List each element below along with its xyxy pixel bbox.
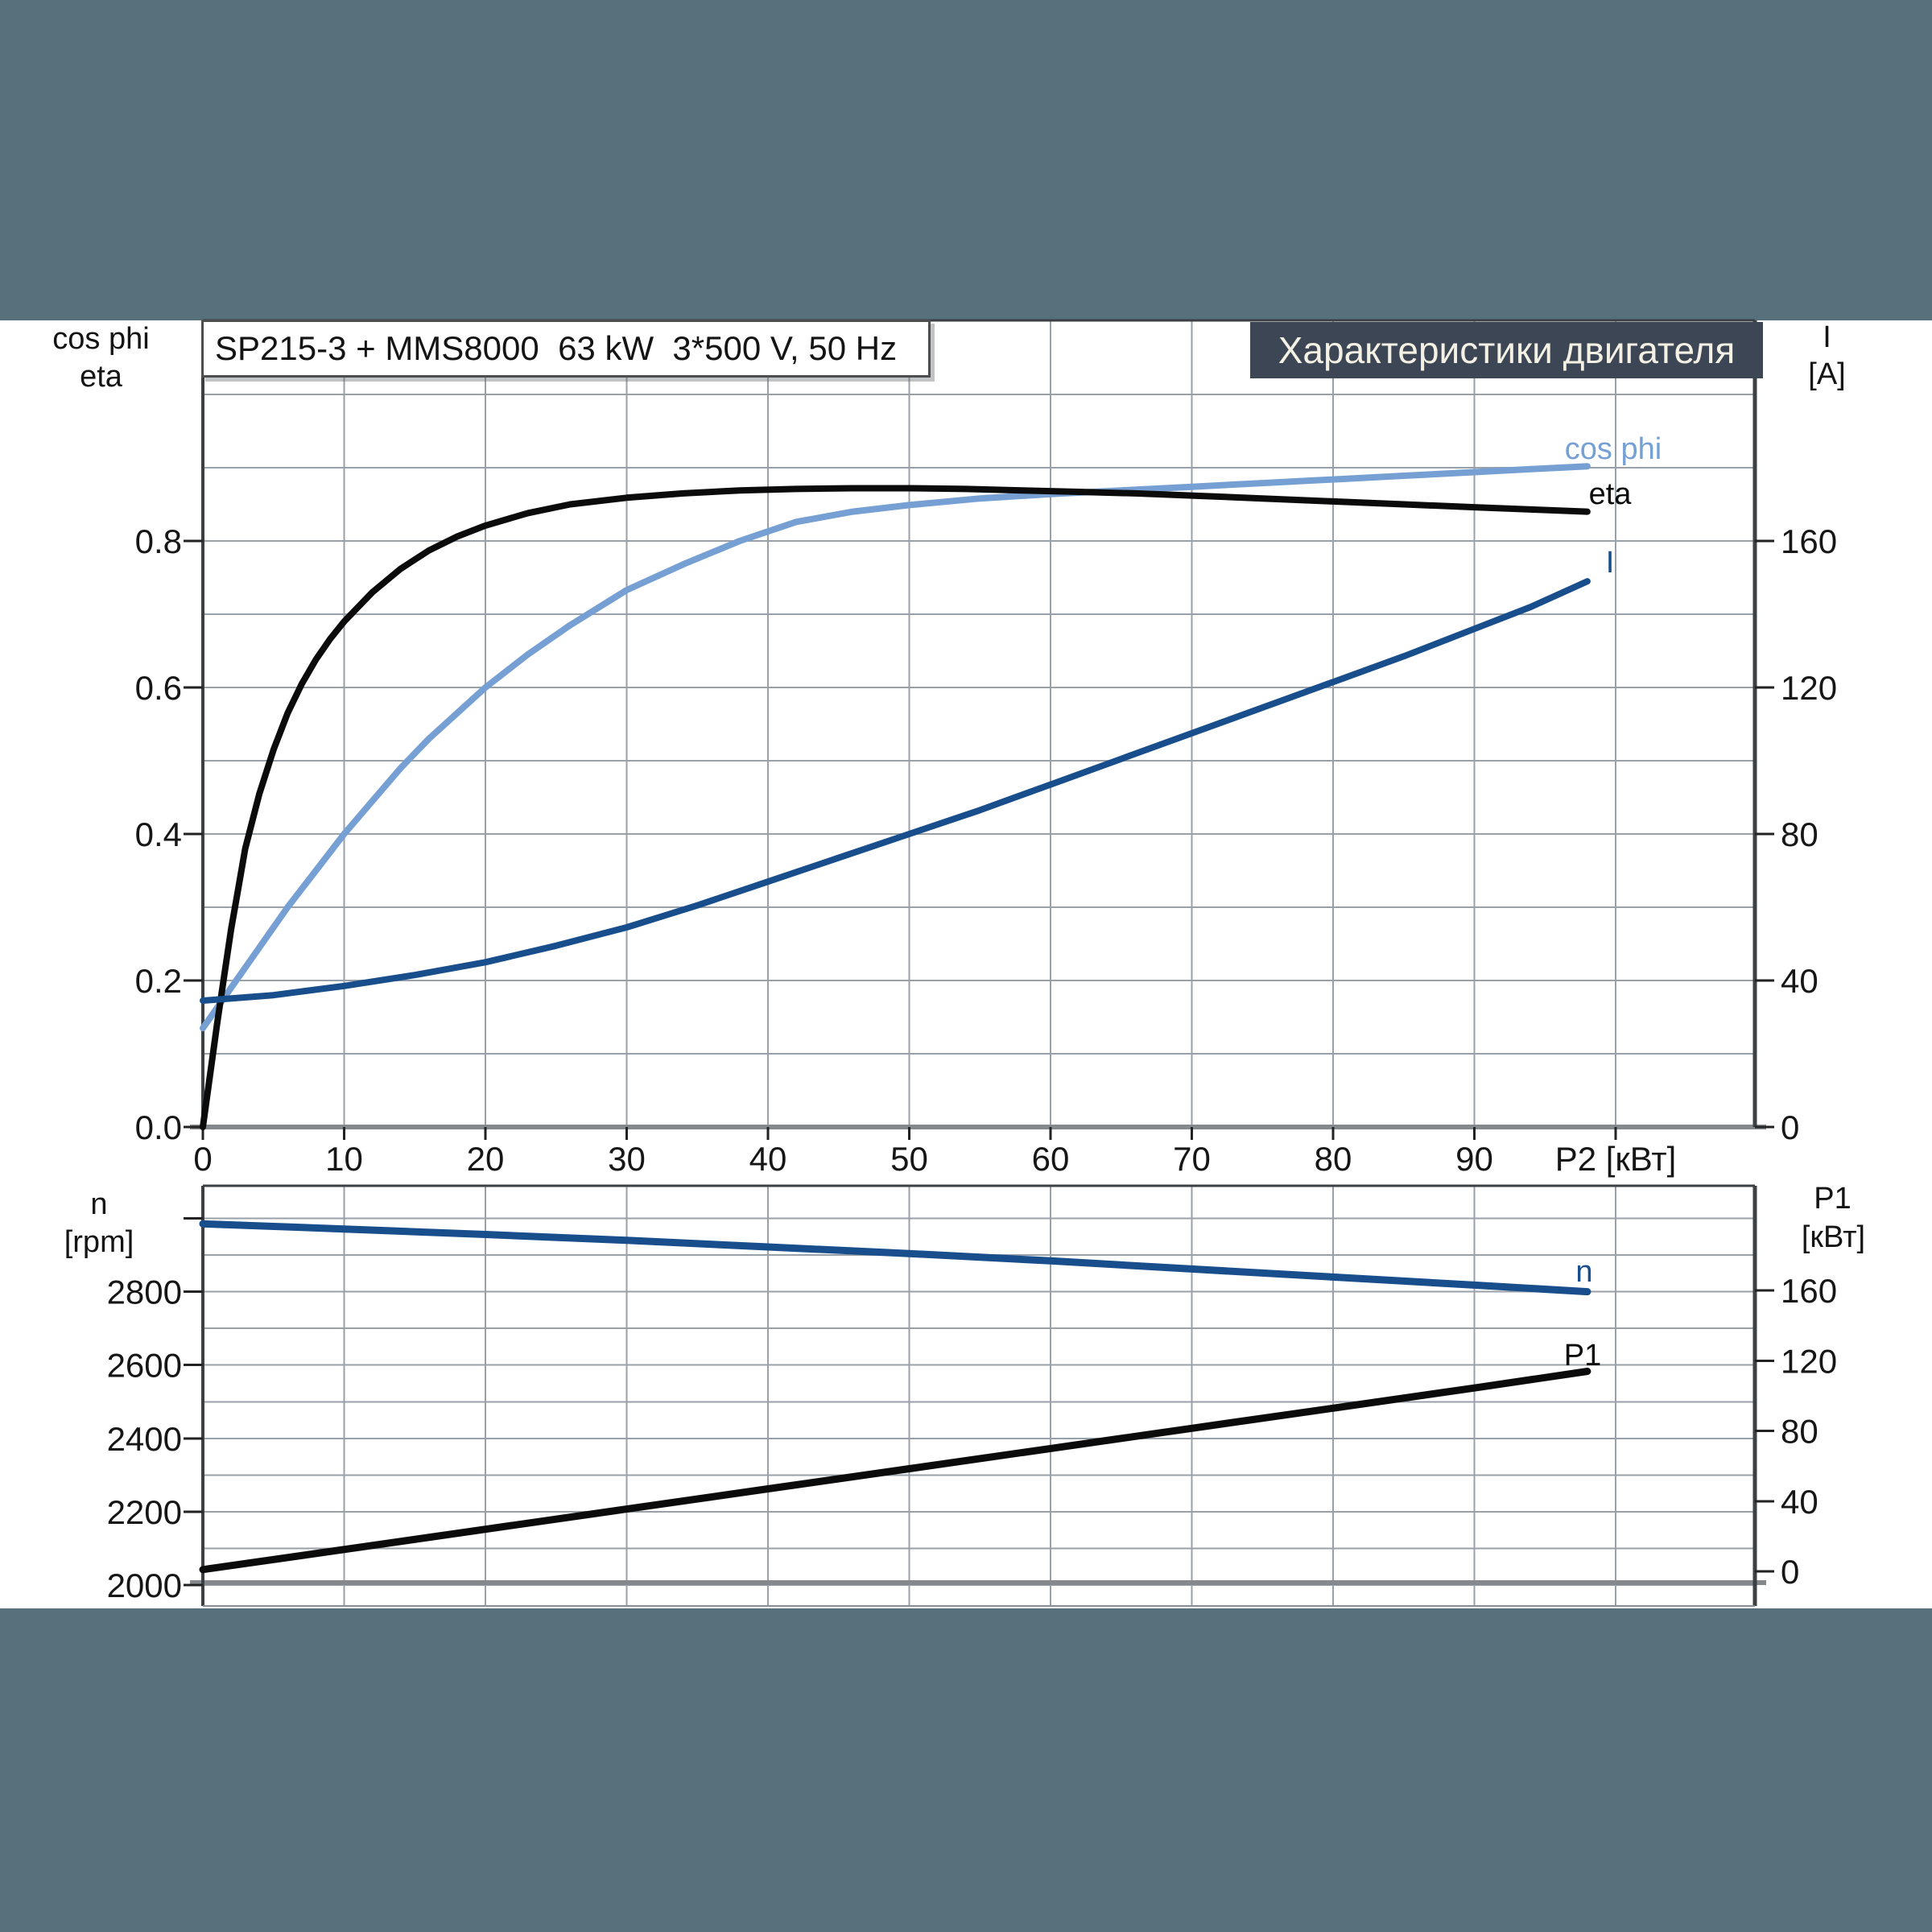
chart-title-box: SP215-3 + MMS8000 63 kW 3*500 V, 50 Hz bbox=[201, 320, 931, 378]
tick-label-right: 80 bbox=[1781, 815, 1818, 853]
curve-P1 bbox=[199, 1368, 1591, 1574]
tick-label-x: 0 bbox=[193, 1140, 212, 1178]
tick-label-left: 2000 bbox=[107, 1567, 182, 1604]
tick-label-left: 0.4 bbox=[135, 815, 182, 853]
tick-label-right: 120 bbox=[1781, 669, 1837, 707]
x-axis-title: P2 [кВт] bbox=[1555, 1140, 1677, 1178]
tick-label-right: 0 bbox=[1781, 1553, 1799, 1591]
tick-label-x: 90 bbox=[1455, 1140, 1493, 1178]
curve-cos-phi bbox=[200, 463, 1591, 1032]
tick-label-left: 0.8 bbox=[135, 522, 182, 560]
tick-label-left: 2800 bbox=[107, 1274, 182, 1311]
tick-label-x: 20 bbox=[467, 1140, 505, 1178]
tick-label-right: 80 bbox=[1781, 1413, 1818, 1451]
tick-label-x: 60 bbox=[1032, 1140, 1070, 1178]
tick-label-right: 160 bbox=[1781, 1272, 1837, 1310]
tick-label-right: 40 bbox=[1781, 962, 1818, 1000]
tick-label-right: 0 bbox=[1781, 1108, 1799, 1146]
curve-label-I: I bbox=[1606, 546, 1615, 580]
right-axis-name-p1: P1 bbox=[1814, 1182, 1852, 1216]
tick-label-x: 30 bbox=[608, 1140, 646, 1178]
curve-label-eta: eta bbox=[1589, 477, 1633, 511]
curve-eta bbox=[200, 485, 1591, 1130]
left-axis-name-cos-phi: cos phi bbox=[52, 322, 150, 356]
tick-label-left: 0.6 bbox=[135, 669, 182, 707]
left-axis-name-eta: eta bbox=[80, 360, 122, 394]
tick-label-x: 10 bbox=[325, 1140, 363, 1178]
tick-label-right: 160 bbox=[1781, 522, 1837, 560]
tick-label-left: 2400 bbox=[107, 1420, 182, 1458]
curve-label-cos-phi: cos phi bbox=[1565, 432, 1662, 466]
tick-label-left: 2200 bbox=[107, 1493, 182, 1531]
chart-title: SP215-3 + MMS8000 63 kW 3*500 V, 50 Hz bbox=[215, 329, 898, 367]
curve-I bbox=[200, 578, 1591, 1004]
right-axis-unit-ampere: [A] bbox=[1808, 357, 1846, 391]
tick-label-right: 120 bbox=[1781, 1342, 1837, 1380]
tick-label-left: 0.2 bbox=[135, 962, 182, 1000]
tick-label-right: 40 bbox=[1781, 1483, 1818, 1521]
right-axis-unit-kw: [кВт] bbox=[1801, 1220, 1866, 1254]
chart-panel bbox=[0, 320, 1932, 1608]
curve-label-n: n bbox=[1575, 1255, 1592, 1289]
section-header: Характеристики двигателя bbox=[1250, 322, 1763, 378]
curve-n bbox=[199, 1220, 1591, 1296]
left-axis-name-speed: n bbox=[90, 1187, 108, 1221]
tick-label-left: 0.0 bbox=[135, 1108, 182, 1146]
right-axis-name-current: I bbox=[1823, 320, 1831, 354]
tick-label-x: 40 bbox=[749, 1140, 787, 1178]
tick-label-left: 2600 bbox=[107, 1347, 182, 1385]
section-header-text: Характеристики двигателя bbox=[1278, 329, 1736, 371]
tick-label-x: 50 bbox=[890, 1140, 928, 1178]
left-axis-unit-rpm: [rpm] bbox=[64, 1225, 134, 1259]
tick-label-x: 70 bbox=[1173, 1140, 1211, 1178]
curve-label-P1: P1 bbox=[1564, 1339, 1601, 1373]
tick-label-x: 80 bbox=[1315, 1140, 1352, 1178]
